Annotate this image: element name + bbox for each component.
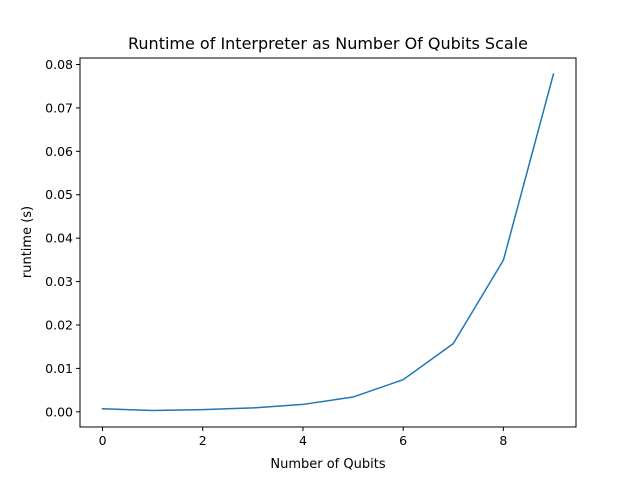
- x-tick-label: 6: [399, 433, 407, 448]
- plot-area: [79, 57, 577, 428]
- chart-title: Runtime of Interpreter as Number Of Qubi…: [128, 34, 528, 53]
- x-tick-label: 0: [99, 433, 107, 448]
- x-tick-label: 4: [299, 433, 307, 448]
- y-tick-label: 0.06: [45, 144, 73, 159]
- x-axis-title: Number of Qubits: [270, 457, 385, 472]
- y-tick-label: 0.00: [45, 404, 73, 419]
- y-axis: 0.00 0.01 0.02 0.03 0.04 0.05 0.06 0.07 0.08: [45, 57, 80, 419]
- x-axis: 0 2 4 6 8: [99, 427, 507, 448]
- y-axis-title: runtime (s): [20, 206, 35, 278]
- y-tick-label: 0.03: [45, 274, 73, 289]
- series-line-0: [101, 73, 555, 412]
- x-tick-label: 2: [199, 433, 207, 448]
- y-tick-label: 0.01: [45, 361, 73, 376]
- y-tick-label: 0.08: [45, 57, 73, 72]
- y-tick-label: 0.07: [45, 100, 73, 115]
- plot-frame: [79, 57, 577, 428]
- y-tick-label: 0.04: [45, 231, 73, 246]
- x-tick-label: 8: [499, 433, 507, 448]
- y-tick-label: 0.02: [45, 317, 73, 332]
- y-tick-label: 0.05: [45, 187, 73, 202]
